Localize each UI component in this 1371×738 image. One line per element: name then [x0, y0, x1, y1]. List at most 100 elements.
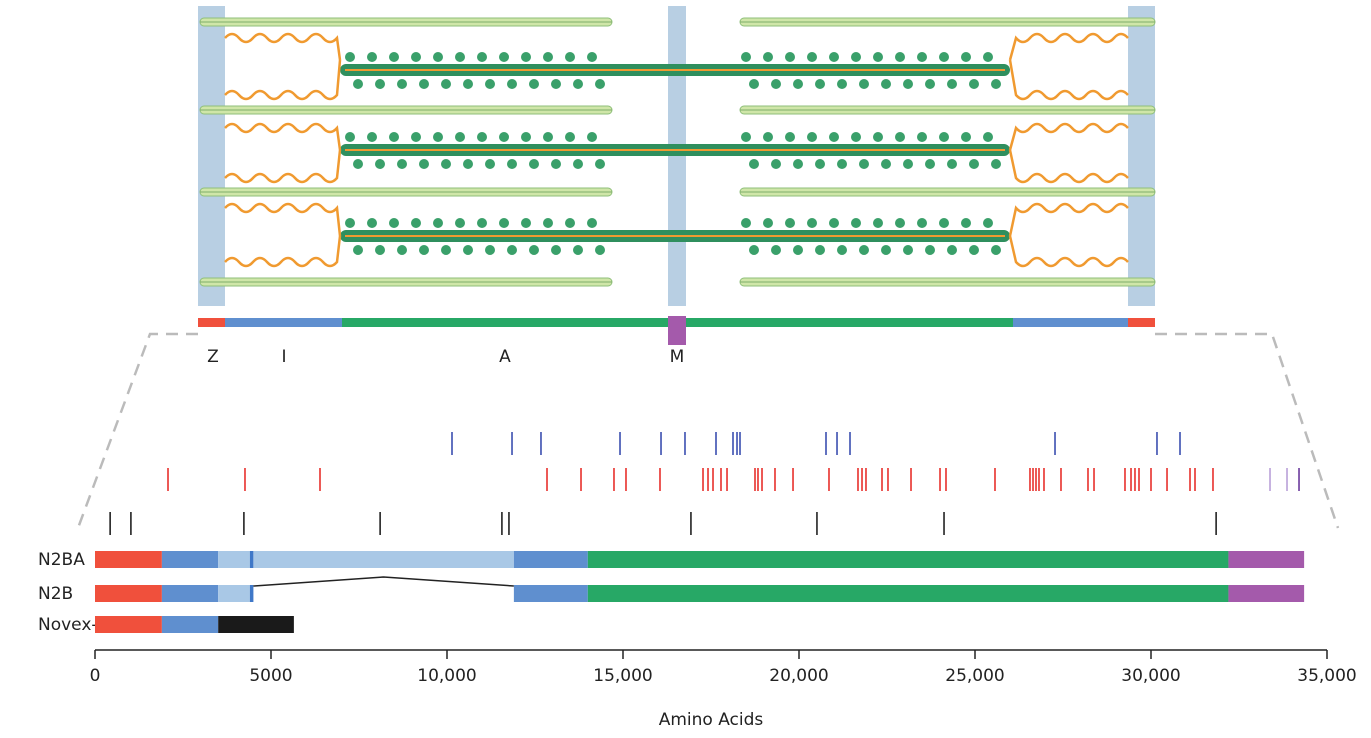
isoform-segment — [161, 585, 219, 602]
isoform-segment — [253, 551, 514, 568]
band — [668, 316, 686, 345]
myosin-head — [961, 52, 971, 62]
myosin-head — [851, 132, 861, 142]
myosin-head — [917, 52, 927, 62]
myosin-head — [895, 132, 905, 142]
myosin-head — [529, 159, 539, 169]
isoform-segment — [161, 551, 219, 568]
myosin-head — [345, 132, 355, 142]
myosin-head — [507, 79, 517, 89]
myosin-head — [345, 218, 355, 228]
myosin-head — [807, 132, 817, 142]
isoform-segment — [1228, 551, 1305, 568]
titin-spring — [224, 59, 342, 101]
myosin-head — [763, 132, 773, 142]
myosin-head — [587, 218, 597, 228]
isoform-segment — [249, 551, 254, 568]
isoform-segment — [218, 551, 250, 568]
isoform-segment — [218, 585, 250, 602]
myosin-head — [367, 218, 377, 228]
myosin-head — [829, 52, 839, 62]
myosin-head — [595, 159, 605, 169]
myosin-head — [983, 218, 993, 228]
myosin-head — [771, 79, 781, 89]
myosin-head — [895, 218, 905, 228]
titin-spring — [1008, 235, 1129, 268]
myosin-head — [785, 132, 795, 142]
myosin-head — [771, 159, 781, 169]
isoform-segment — [218, 616, 294, 633]
x-tick-label: 0 — [90, 666, 101, 686]
myosin-head — [983, 52, 993, 62]
myosin-head — [397, 79, 407, 89]
myosin-head — [411, 132, 421, 142]
myosin-head — [419, 79, 429, 89]
myosin-head — [499, 52, 509, 62]
myosin-head — [551, 79, 561, 89]
titin-spring — [1008, 122, 1129, 151]
x-tick-label: 30,000 — [1121, 666, 1180, 686]
myosin-head — [873, 52, 883, 62]
myosin-head — [389, 218, 399, 228]
band — [198, 318, 225, 327]
myosin-head — [903, 159, 913, 169]
myosin-head — [587, 132, 597, 142]
myosin-head — [881, 79, 891, 89]
myosin-head — [961, 132, 971, 142]
myosin-head — [763, 218, 773, 228]
myosin-head — [991, 245, 1001, 255]
myosin-head — [433, 218, 443, 228]
myosin-head — [463, 159, 473, 169]
titin-spring — [224, 32, 342, 61]
myosin-head — [815, 159, 825, 169]
myosin-head — [969, 159, 979, 169]
myosin-head — [991, 79, 1001, 89]
myosin-head — [895, 52, 905, 62]
myosin-head — [785, 218, 795, 228]
myosin-head — [939, 218, 949, 228]
isoform-label: Novex-3 — [38, 615, 108, 635]
titin-spring — [224, 122, 342, 151]
myosin-head — [411, 52, 421, 62]
myosin-head — [529, 245, 539, 255]
x-tick-label: 15,000 — [593, 666, 652, 686]
myosin-head — [353, 79, 363, 89]
myosin-head — [419, 159, 429, 169]
myosin-head — [793, 79, 803, 89]
myosin-head — [367, 52, 377, 62]
myosin-head — [851, 52, 861, 62]
myosin-head — [859, 79, 869, 89]
myosin-head — [477, 218, 487, 228]
myosin-head — [455, 132, 465, 142]
myosin-head — [499, 132, 509, 142]
band — [225, 318, 342, 327]
myosin-head — [353, 245, 363, 255]
myosin-head — [815, 79, 825, 89]
zoom-line — [1155, 332, 1340, 529]
myosin-head — [837, 245, 847, 255]
myosin-head — [367, 132, 377, 142]
isoform-segment — [1228, 585, 1305, 602]
myosin-head — [917, 132, 927, 142]
myosin-head — [881, 245, 891, 255]
band-label: Z — [207, 347, 219, 367]
myosin-head — [485, 159, 495, 169]
band-label: A — [499, 347, 511, 367]
myosin-head — [521, 218, 531, 228]
band — [1013, 318, 1128, 327]
myosin-head — [397, 159, 407, 169]
myosin-head — [499, 218, 509, 228]
band — [686, 318, 1013, 327]
isoform-segment — [95, 585, 162, 602]
myosin-head — [939, 132, 949, 142]
titin-spring — [224, 202, 342, 237]
myosin-head — [793, 159, 803, 169]
myosin-head — [807, 52, 817, 62]
myosin-head — [595, 79, 605, 89]
myosin-head — [837, 159, 847, 169]
myosin-head — [587, 52, 597, 62]
isoform-segment — [95, 551, 162, 568]
myosin-head — [859, 245, 869, 255]
myosin-head — [389, 132, 399, 142]
myosin-head — [345, 52, 355, 62]
